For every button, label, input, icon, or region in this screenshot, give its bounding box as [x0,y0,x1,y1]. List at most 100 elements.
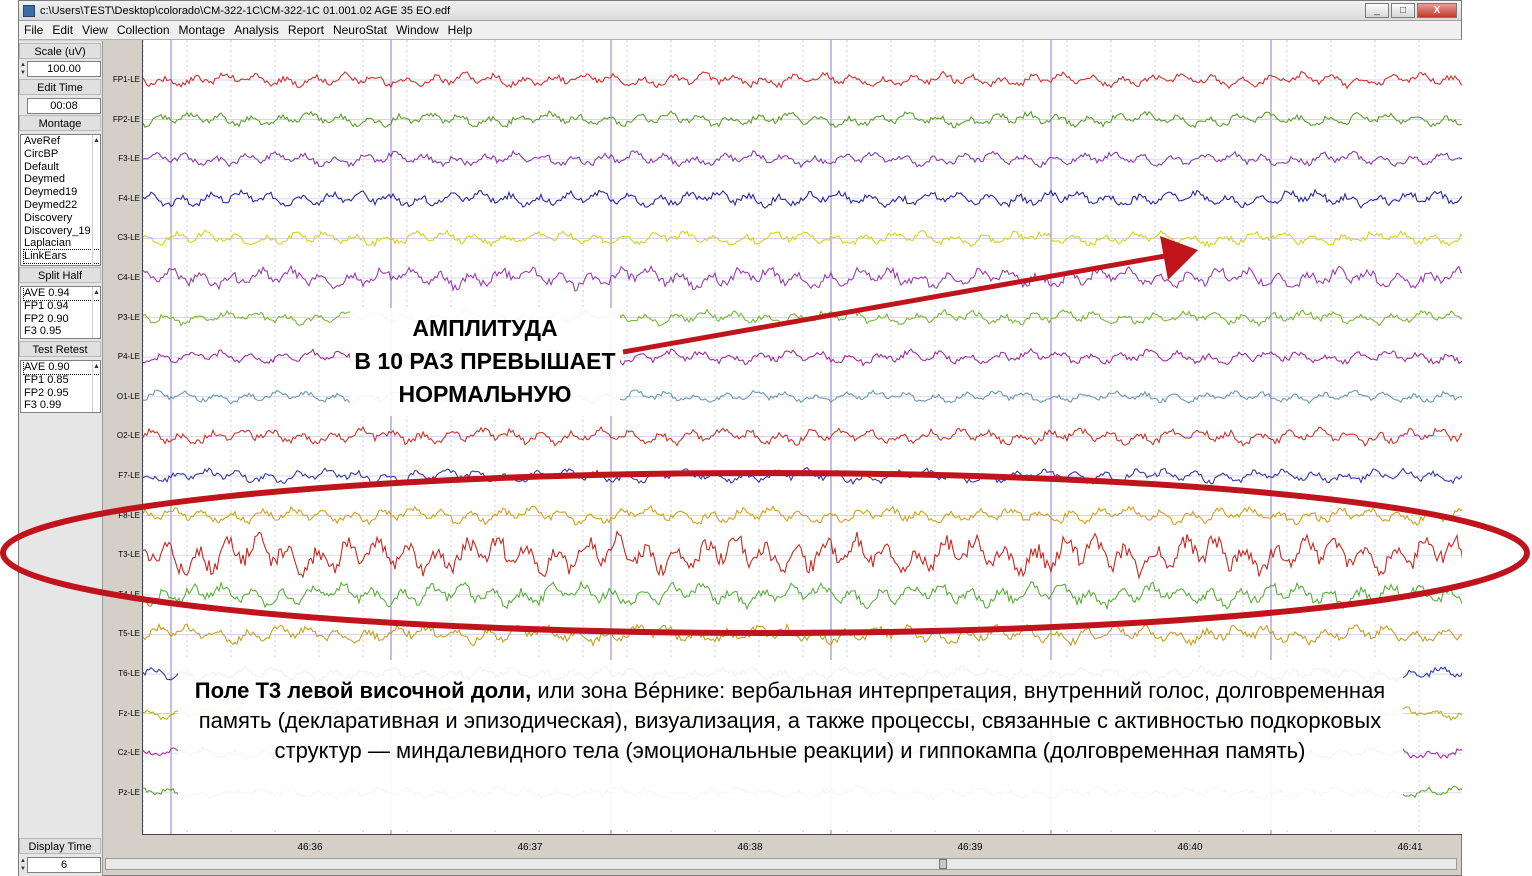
display-time-label: Display Time [19,838,101,854]
eeg-trace-c4-le [143,264,1462,292]
list-item[interactable]: Deymed [24,173,65,186]
display-time-input[interactable]: 6 [27,857,101,873]
time-tick-label: 46:40 [1177,842,1203,853]
t3-caption-box [178,660,1403,830]
menu-file[interactable]: File [24,23,44,37]
display-time-spinner[interactable]: ▲ ▼ [20,858,26,872]
minimize-button[interactable]: _ [1365,3,1389,18]
scale-label: Scale (uV) [19,43,101,59]
scale-spinner[interactable]: ▲ ▼ [20,62,26,76]
edit-time-field[interactable]: 00:08 [27,98,101,114]
list-item[interactable]: FP2 0.90 [24,312,69,325]
channel-label: O2-LE [116,431,140,441]
channel-label: C4-LE [117,273,140,282]
amplitude-arrow [622,253,1166,355]
list-item[interactable]: Discovery [24,211,73,224]
menu-report[interactable]: Report [287,23,324,37]
eeg-trace-o2-le [143,425,1462,447]
split-half-scrollbar[interactable]: ▲ [92,287,100,338]
list-item-selected[interactable]: LinkEars [23,249,100,264]
split-half-list[interactable]: AVE 0.94 FP1 0.94 FP2 0.90 F3 0.95 ▲ [20,286,101,339]
channel-label: FP1-LE [112,75,140,84]
channel-label: T5-LE [118,629,140,639]
list-item[interactable]: Laplacian [24,237,72,250]
channel-label: C3-LE [117,233,140,243]
control-panel: Scale (uV) ▲ ▼ 100.00 Edit Time 00:08 Mon… [19,41,103,876]
list-item[interactable]: Discovery_19 [24,224,91,237]
channel-label: F7-LE [118,471,140,480]
test-retest-list[interactable]: AVE 0.90 FP1 0.85 FP2 0.95 F3 0.99 ▲ [20,360,101,413]
eeg-trace-f3-le [143,150,1462,169]
list-item[interactable]: AVE 0.94 [23,287,100,301]
list-item[interactable]: Deymed19 [24,186,78,199]
menu-analysis[interactable]: Analysis [234,23,279,37]
list-item[interactable]: AVE 0.90 [23,361,100,375]
menu-window[interactable]: Window [395,23,439,37]
eeg-trace-fp1-le [143,70,1462,90]
callout-line: АМПЛИТУДА [412,315,558,341]
edit-time-button[interactable]: Edit Time [19,79,101,95]
channel-label: T3-LE [118,550,140,560]
callout-line: НОРМАЛЬНУЮ [398,381,572,407]
eeg-trace-t4-le [143,580,1462,611]
time-tick-label: 46:38 [737,842,763,853]
montage-label: Montage [19,115,101,131]
menu-help[interactable]: Help [447,23,473,37]
amplitude-callout: АМПЛИТУДА В 10 РАЗ ПРЕВЫШАЕТ НОРМАЛЬНУЮ [350,308,620,416]
list-item[interactable]: Default [24,160,59,173]
time-scrollbar[interactable] [105,858,1457,870]
menu-collection[interactable]: Collection [116,23,170,37]
list-item[interactable]: Deymed22 [24,198,78,211]
scale-input[interactable]: 100.00 [27,61,101,77]
list-item[interactable]: AveRef [24,135,60,147]
time-tick-label: 46:36 [297,842,323,853]
eeg-trace-fp2-le [143,110,1462,129]
channel-label: FP2-LE [112,114,140,124]
maximize-button[interactable]: □ [1391,3,1415,18]
eeg-trace-t5-le [143,623,1462,647]
channel-label: T6-LE [118,669,140,678]
close-button[interactable]: X [1417,3,1457,18]
t3-caption-body: или зона Вéрнике: вербальная интерпретац… [198,678,1386,763]
list-item[interactable]: FP1 0.94 [24,299,69,312]
eeg-trace-f8-le [143,504,1462,527]
test-retest-scrollbar[interactable]: ▲ [92,361,100,412]
menu-edit[interactable]: Edit [52,23,74,37]
montage-list[interactable]: AveRef CircBP Default Deymed Deymed19 De… [20,134,101,266]
time-tick-label: 46:39 [957,842,983,853]
arrow-head-icon [1160,236,1198,280]
t3-highlight-ellipse [0,470,1530,636]
channel-label: F3-LE [118,154,140,164]
menu-neurostat[interactable]: NeuroStat [332,23,387,37]
channel-label: F4-LE [118,193,140,203]
title-bar: c:\Users\TEST\Desktop\colorado\CM-322-1C… [19,1,1461,21]
channel-label: O1-LE [116,391,140,401]
list-item[interactable]: FP1 0.85 [24,373,69,386]
list-item[interactable]: F3 0.99 [24,399,62,412]
t3-caption: Поле Т3 левой височной доли, или зона Вé… [190,676,1390,766]
callout-line: В 10 РАЗ ПРЕВЫШАЕТ [354,348,616,374]
list-item[interactable]: F3 0.95 [24,325,62,338]
menu-montage[interactable]: Montage [178,23,226,37]
t3-caption-title: Поле Т3 левой височной доли, [194,678,532,703]
channel-label: P3-LE [117,312,140,322]
eeg-trace-f4-le [143,188,1462,209]
eeg-trace-c3-le [143,229,1462,248]
montage-scrollbar[interactable]: ▲ [92,135,100,265]
list-item[interactable]: FP2 0.95 [24,386,69,399]
channel-label: Pz-LE [118,787,140,797]
time-tick-label: 46:41 [1397,842,1423,853]
channel-label: P4-LE [117,352,140,362]
menu-bar: File Edit View Collection Montage Analys… [19,21,1461,40]
channel-label: Fz-LE [118,708,140,718]
split-half-label: Split Half [19,267,101,283]
window-title: c:\Users\TEST\Desktop\colorado\CM-322-1C… [40,4,451,17]
channel-label: Cz-LE [117,748,140,758]
test-retest-label: Test Retest [19,341,101,357]
list-item[interactable]: CircBP [24,147,59,160]
eeg-trace-t3-le [143,530,1462,580]
app-icon [23,4,35,17]
channel-label: F8-LE [118,510,140,520]
scrollbar-thumb[interactable] [939,859,947,869]
menu-view[interactable]: View [82,23,108,37]
